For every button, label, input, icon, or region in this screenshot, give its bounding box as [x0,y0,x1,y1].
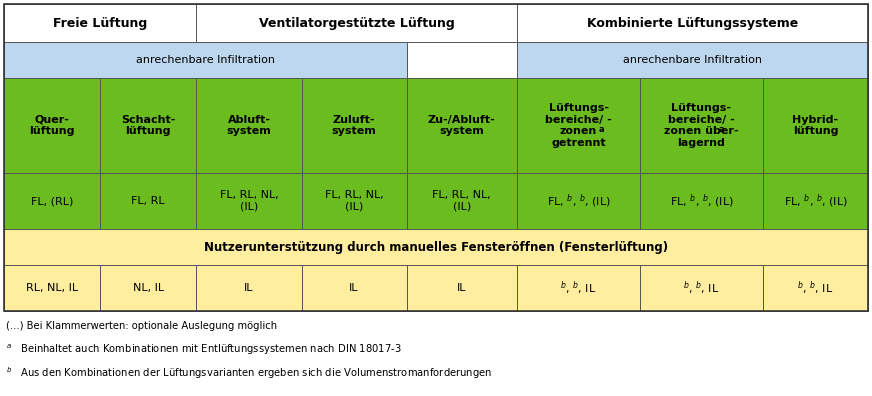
Text: $^b$, $^b$, IL: $^b$, $^b$, IL [561,279,596,297]
Bar [4,229,868,265]
Text: FL, (RL): FL, (RL) [31,196,73,206]
Bar [4,42,406,78]
Bar [517,173,640,229]
Text: Schacht-
lüftung: Schacht- lüftung [121,115,175,136]
Bar [517,78,640,173]
Bar [196,265,302,311]
Text: Quer-
lüftung: Quer- lüftung [30,115,75,136]
Bar [196,78,302,173]
Text: FL, $^b$, $^b$, (IL): FL, $^b$, $^b$, (IL) [547,192,610,210]
Bar [100,265,196,311]
Bar [640,78,763,173]
Text: Kombinierte Lüftungssysteme: Kombinierte Lüftungssysteme [587,17,798,29]
Bar [763,265,868,311]
Bar [640,265,763,311]
Bar [640,173,763,229]
Bar [196,4,517,42]
Text: Zuluft-
system: Zuluft- system [331,115,377,136]
Text: FL, RL, NL,
(IL): FL, RL, NL, (IL) [220,190,278,212]
Text: Lüftungs-
bereiche/ -
zonen über-
lagernd: Lüftungs- bereiche/ - zonen über- lagern… [664,103,739,148]
Text: $^a$   Beinhaltet auch Kombinationen mit Entlüftungssystemen nach DIN 18017-3: $^a$ Beinhaltet auch Kombinationen mit E… [6,343,402,358]
Bar [4,4,868,311]
Text: Freie Lüftung: Freie Lüftung [53,17,147,29]
Bar [4,173,100,229]
Bar [302,78,406,173]
Bar [517,4,868,42]
Text: Lüftungs-
bereiche/ -
zonen
getrennt: Lüftungs- bereiche/ - zonen getrennt [545,103,612,148]
Text: anrechenbare Infiltration: anrechenbare Infiltration [136,55,275,65]
Text: Abluft-
system: Abluft- system [227,115,271,136]
Text: Ventilatorgestützte Lüftung: Ventilatorgestützte Lüftung [259,17,454,29]
Text: a: a [598,124,604,133]
Bar [4,4,196,42]
Bar [406,173,517,229]
Bar [406,42,517,78]
Text: RL, NL, IL: RL, NL, IL [26,283,78,293]
Text: NL, IL: NL, IL [133,283,164,293]
Bar [100,78,196,173]
Bar [196,173,302,229]
Text: IL: IL [457,283,467,293]
Bar [302,265,406,311]
Bar [763,78,868,173]
Text: Hybrid-
lüftung: Hybrid- lüftung [793,115,839,136]
Text: anrechenbare Infiltration: anrechenbare Infiltration [623,55,762,65]
Bar [406,78,517,173]
Text: $^b$   Aus den Kombinationen der Lüftungsvarianten ergeben sich die Volumenstrom: $^b$ Aus den Kombinationen der Lüftungsv… [6,365,493,381]
Text: (...) Bei Klammerwerten: optionale Auslegung möglich: (...) Bei Klammerwerten: optionale Ausle… [6,321,277,331]
Text: FL, RL, NL,
(IL): FL, RL, NL, (IL) [324,190,384,212]
Text: IL: IL [244,283,254,293]
Text: $^b$, $^b$, IL: $^b$, $^b$, IL [797,279,834,297]
Text: FL, $^b$, $^b$, (IL): FL, $^b$, $^b$, (IL) [784,192,848,210]
Text: Nutzerunterstützung durch manuelles Fensteröffnen (Fensterlüftung): Nutzerunterstützung durch manuelles Fens… [204,240,668,253]
Bar [406,265,517,311]
Text: FL, RL: FL, RL [132,196,165,206]
Text: FL, $^b$, $^b$, (IL): FL, $^b$, $^b$, (IL) [670,192,733,210]
Text: FL, RL, NL,
(IL): FL, RL, NL, (IL) [433,190,491,212]
Text: IL: IL [350,283,358,293]
Text: a: a [719,124,725,133]
Bar [763,173,868,229]
Text: $^b$, $^b$, IL: $^b$, $^b$, IL [684,279,719,297]
Text: Zu-/Abluft-
system: Zu-/Abluft- system [428,115,495,136]
Bar [302,173,406,229]
Bar [100,173,196,229]
Bar [4,265,100,311]
Bar [517,42,868,78]
Bar [517,265,640,311]
Bar [4,78,100,173]
